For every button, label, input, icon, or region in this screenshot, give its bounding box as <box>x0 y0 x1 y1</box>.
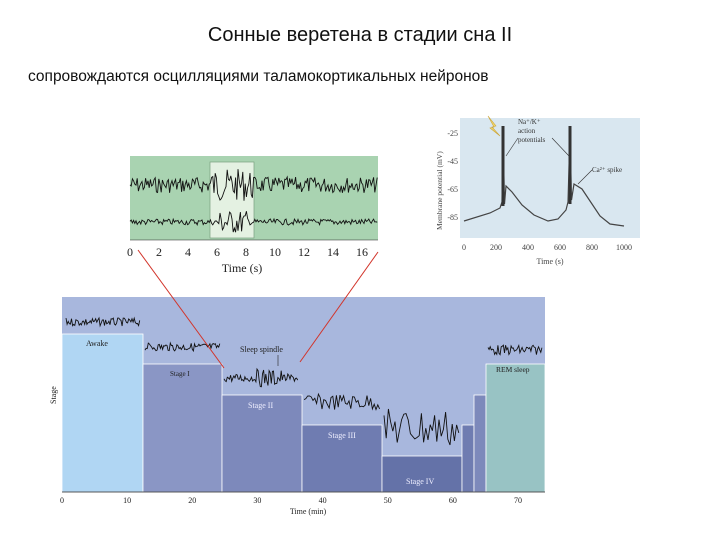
ap-y-tick-1: -45 <box>447 157 458 166</box>
thalamocortical-potential-figure: Membrane potential (mV) -25 -45 -65 -85 0 20… <box>430 112 650 270</box>
eeg-trace-bottom <box>129 211 378 233</box>
ap-x-tick-1: 200 <box>490 243 502 252</box>
label-sleep-spindle: Sleep spindle <box>240 345 283 354</box>
slide-title: Сонные веретена в стадии сна II <box>207 24 513 46</box>
eeg-x-tick-5: 10 <box>269 245 281 259</box>
ap-spike-2 <box>568 126 572 204</box>
hypno-x-tick-0: 0 <box>60 496 64 505</box>
stage-2-return-block <box>473 394 487 493</box>
ap-spike-1 <box>501 126 505 206</box>
trace-stage-2 <box>223 367 299 388</box>
eeg-x-tick-6: 12 <box>298 245 310 259</box>
ap-x-tick-3: 600 <box>554 243 566 252</box>
rem-sleep-block <box>485 363 546 493</box>
ap-annotation-na-k: Na⁺/K⁺ <box>518 118 541 126</box>
ap-annotation-action: action <box>518 127 536 135</box>
ap-x-tick-5: 1000 <box>616 243 632 252</box>
label-stage-1: Stage I <box>170 370 190 378</box>
eeg-spindle-figure: 0 2 4 6 8 10 12 14 16 Time (s) <box>118 150 390 280</box>
stage-awake-block <box>61 333 144 493</box>
label-stage-4: Stage IV <box>406 477 434 486</box>
label-stage-2: Stage II <box>248 401 273 410</box>
ap-annotation-potentials: potentials <box>518 136 545 144</box>
trace-awake <box>65 316 141 328</box>
sleep-stage-hypnogram: Stage Awake Stage I Sleep spindle Stage … <box>40 292 560 524</box>
stage-1-block <box>142 363 223 493</box>
hypno-x-tick-7: 70 <box>514 496 522 505</box>
ap-x-tick-0: 0 <box>462 243 466 252</box>
ap-y-tick-2: -65 <box>447 185 458 194</box>
eeg-x-axis-label: Time (s) <box>222 261 263 275</box>
ap-background <box>460 118 640 238</box>
hypno-x-axis-label: Time (min) <box>290 507 327 516</box>
hypno-x-tick-1: 10 <box>123 496 131 505</box>
hypno-y-axis-label: Stage <box>49 386 58 404</box>
stage-4-block <box>381 455 463 493</box>
eeg-x-tick-8: 16 <box>356 245 368 259</box>
eeg-highlight-window <box>209 161 255 239</box>
eeg-x-tick-0: 0 <box>127 245 133 259</box>
hypno-x-tick-4: 40 <box>319 496 327 505</box>
eeg-x-tick-2: 4 <box>185 245 191 259</box>
ap-annotation-ca-spike: Ca²⁺ spike <box>592 166 622 174</box>
ap-x-tick-2: 400 <box>522 243 534 252</box>
ap-x-tick-4: 800 <box>586 243 598 252</box>
stage-3-return-block <box>461 424 475 493</box>
slide-subtitle: сопровождаются осцилляциями таламокортик… <box>28 68 489 85</box>
hypno-x-tick-2: 20 <box>188 496 196 505</box>
hypno-x-tick-5: 50 <box>384 496 392 505</box>
trace-stage-3 <box>303 392 381 411</box>
trace-rem <box>487 343 543 356</box>
lightning-icon <box>487 115 501 137</box>
eeg-x-tick-4: 8 <box>243 245 249 259</box>
eeg-trace-top <box>129 169 378 201</box>
label-stage-3: Stage III <box>328 431 356 440</box>
ap-y-tick-3: -85 <box>447 213 458 222</box>
label-rem-sleep: REM sleep <box>496 365 530 374</box>
hypno-x-tick-3: 30 <box>253 496 261 505</box>
trace-stage-4 <box>383 408 460 446</box>
hypno-x-tick-6: 60 <box>449 496 457 505</box>
ap-x-axis-label: Time (s) <box>536 257 563 266</box>
eeg-x-tick-3: 6 <box>214 245 220 259</box>
eeg-x-tick-7: 14 <box>327 245 339 259</box>
eeg-x-tick-1: 2 <box>156 245 162 259</box>
ap-y-tick-0: -25 <box>447 129 458 138</box>
ap-y-axis-label: Membrane potential (mV) <box>435 151 444 230</box>
label-awake: Awake <box>86 339 108 348</box>
